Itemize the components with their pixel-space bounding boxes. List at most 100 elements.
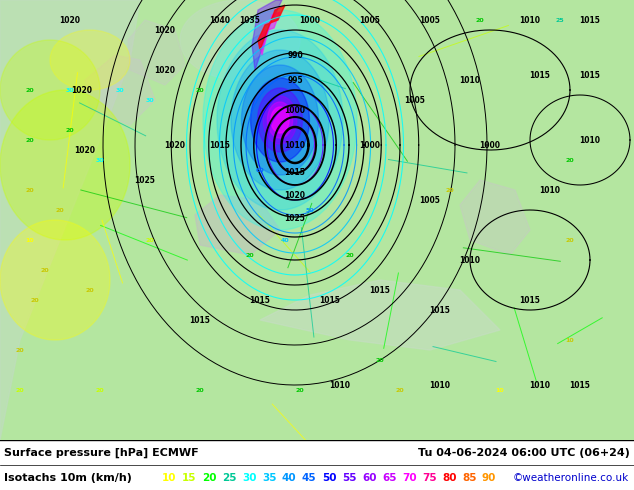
Text: 1000: 1000 — [359, 141, 380, 149]
Text: 1020: 1020 — [60, 16, 81, 24]
Text: 1015: 1015 — [569, 381, 590, 390]
Text: 60: 60 — [362, 473, 377, 483]
Text: 1005: 1005 — [420, 196, 441, 204]
Text: 20: 20 — [346, 252, 354, 258]
Ellipse shape — [0, 40, 100, 140]
Text: 1015: 1015 — [320, 295, 340, 304]
Text: 1005: 1005 — [420, 16, 441, 24]
Text: 995: 995 — [287, 75, 303, 84]
Text: 80: 80 — [442, 473, 456, 483]
Text: 30: 30 — [242, 473, 257, 483]
Text: 1010: 1010 — [529, 381, 550, 390]
Text: 1000: 1000 — [479, 141, 500, 149]
Text: 1015: 1015 — [190, 316, 210, 324]
Text: 1020: 1020 — [155, 25, 176, 34]
Text: 1020: 1020 — [164, 141, 186, 149]
Text: ©weatheronline.co.uk: ©weatheronline.co.uk — [513, 473, 629, 483]
Text: 20: 20 — [202, 473, 216, 483]
Ellipse shape — [50, 30, 130, 90]
Text: 1010: 1010 — [579, 136, 600, 145]
Text: 1010: 1010 — [285, 141, 306, 149]
Text: 1015: 1015 — [210, 141, 230, 149]
Text: 1015: 1015 — [430, 305, 450, 315]
Text: 10: 10 — [566, 338, 574, 343]
Ellipse shape — [180, 0, 300, 80]
Text: 50: 50 — [322, 473, 337, 483]
Text: 20: 20 — [376, 358, 384, 363]
Polygon shape — [242, 65, 318, 175]
Text: 1010: 1010 — [460, 75, 481, 84]
Text: 1020: 1020 — [155, 66, 176, 74]
Polygon shape — [195, 195, 280, 255]
Polygon shape — [260, 280, 500, 350]
Text: 65: 65 — [382, 473, 396, 483]
Text: Surface pressure [hPa] ECMWF: Surface pressure [hPa] ECMWF — [4, 448, 198, 458]
Ellipse shape — [0, 220, 110, 340]
Text: 1010: 1010 — [460, 255, 481, 265]
Text: 1000: 1000 — [299, 16, 321, 24]
Text: 85: 85 — [462, 473, 477, 483]
Text: 20: 20 — [56, 207, 64, 213]
Text: 1015: 1015 — [285, 168, 306, 176]
Text: 1015: 1015 — [579, 16, 600, 24]
Text: 20: 20 — [196, 88, 204, 93]
Polygon shape — [231, 50, 329, 190]
Polygon shape — [217, 30, 343, 210]
Text: 20: 20 — [196, 388, 204, 392]
Text: 30: 30 — [146, 98, 154, 102]
Text: 75: 75 — [422, 473, 437, 483]
Text: 1005: 1005 — [359, 16, 380, 24]
Text: 20: 20 — [396, 388, 404, 392]
Polygon shape — [128, 20, 185, 85]
Text: 90: 90 — [482, 473, 496, 483]
Text: 30: 30 — [115, 88, 124, 93]
Text: 1015: 1015 — [519, 295, 540, 304]
Text: 50: 50 — [306, 207, 314, 213]
Text: 1025: 1025 — [134, 175, 155, 185]
Text: 20: 20 — [66, 127, 74, 132]
Polygon shape — [460, 180, 530, 255]
Text: 1005: 1005 — [404, 96, 425, 104]
Text: 20: 20 — [295, 388, 304, 392]
Text: 20: 20 — [86, 288, 94, 293]
Text: 1015: 1015 — [529, 71, 550, 79]
Text: 1015: 1015 — [579, 71, 600, 79]
Text: 20: 20 — [476, 18, 484, 23]
Text: 20: 20 — [16, 388, 24, 392]
Text: 1020: 1020 — [285, 191, 306, 199]
Text: 1020: 1020 — [72, 85, 93, 95]
Text: 1010: 1010 — [540, 186, 560, 195]
Text: 20: 20 — [16, 347, 24, 352]
Text: 20: 20 — [96, 388, 105, 392]
Text: 20: 20 — [566, 157, 574, 163]
Polygon shape — [271, 107, 289, 133]
Text: 1010: 1010 — [519, 16, 541, 24]
Polygon shape — [268, 102, 293, 138]
Text: 70: 70 — [402, 473, 417, 483]
Ellipse shape — [0, 90, 130, 240]
Polygon shape — [0, 0, 140, 440]
Text: 30: 30 — [66, 88, 74, 93]
Text: 10: 10 — [496, 388, 504, 392]
Text: 1015: 1015 — [370, 286, 391, 294]
Text: 1035: 1035 — [240, 16, 261, 24]
Text: 60: 60 — [256, 168, 264, 172]
Text: 20: 20 — [246, 252, 254, 258]
Text: 10: 10 — [26, 238, 34, 243]
Text: 20: 20 — [26, 188, 34, 193]
Text: 20: 20 — [446, 188, 455, 193]
Text: 25: 25 — [555, 18, 564, 23]
Text: 1020: 1020 — [75, 146, 96, 154]
Text: 15: 15 — [182, 473, 197, 483]
Polygon shape — [257, 88, 302, 152]
Polygon shape — [85, 55, 155, 125]
Text: 20: 20 — [566, 238, 574, 243]
Text: 1000: 1000 — [285, 105, 306, 115]
Text: 10: 10 — [162, 473, 176, 483]
Text: 1010: 1010 — [330, 381, 351, 390]
Text: Tu 04-06-2024 06:00 UTC (06+24): Tu 04-06-2024 06:00 UTC (06+24) — [418, 448, 630, 458]
Text: 20: 20 — [30, 297, 39, 302]
Text: 55: 55 — [342, 473, 356, 483]
Text: 20: 20 — [146, 238, 154, 243]
Polygon shape — [252, 0, 282, 70]
